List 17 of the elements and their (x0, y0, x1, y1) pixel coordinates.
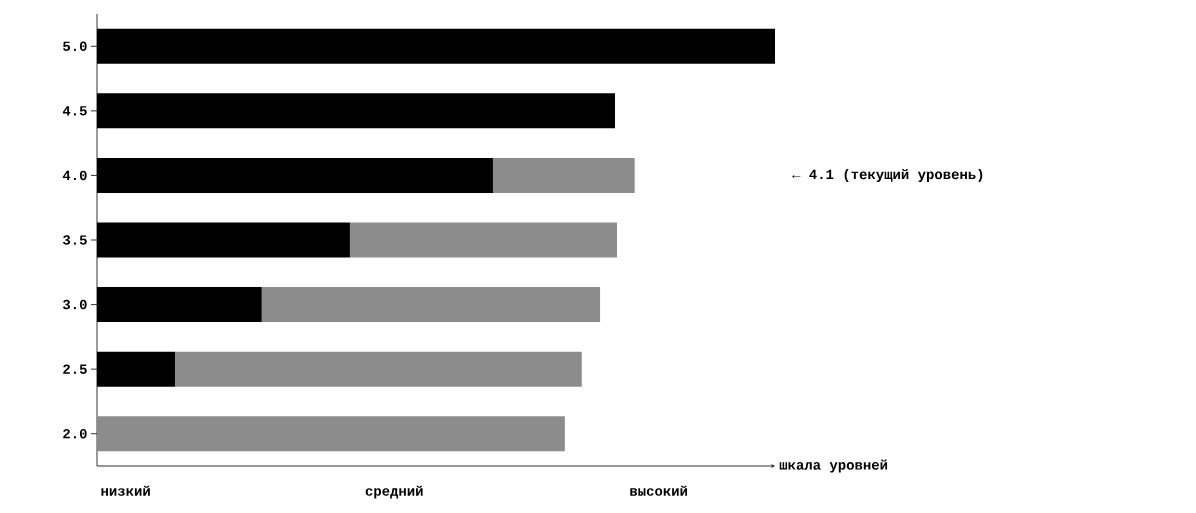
x-axis-title: шкала уровней (779, 459, 888, 473)
bar (97, 416, 565, 452)
bar (174, 351, 582, 387)
bar (261, 287, 601, 323)
y-tick-label: 4.5 (62, 106, 87, 116)
y-tick-label: 5.0 (63, 41, 87, 52)
bar (349, 222, 618, 258)
text: низкий (101, 485, 150, 496)
y-tick-label: 4.0 (62, 170, 87, 181)
y-tick-label: 2.5 (63, 364, 87, 374)
y-tick-label: 3.5 (63, 235, 87, 245)
text: высокий (630, 485, 688, 496)
y-tick-label: 3.0 (63, 299, 87, 310)
text: средний (365, 485, 423, 499)
text: ← 4.1 (текущий уровень) (792, 168, 983, 182)
bar (492, 157, 635, 193)
y-tick-label: 2.0 (63, 428, 87, 439)
